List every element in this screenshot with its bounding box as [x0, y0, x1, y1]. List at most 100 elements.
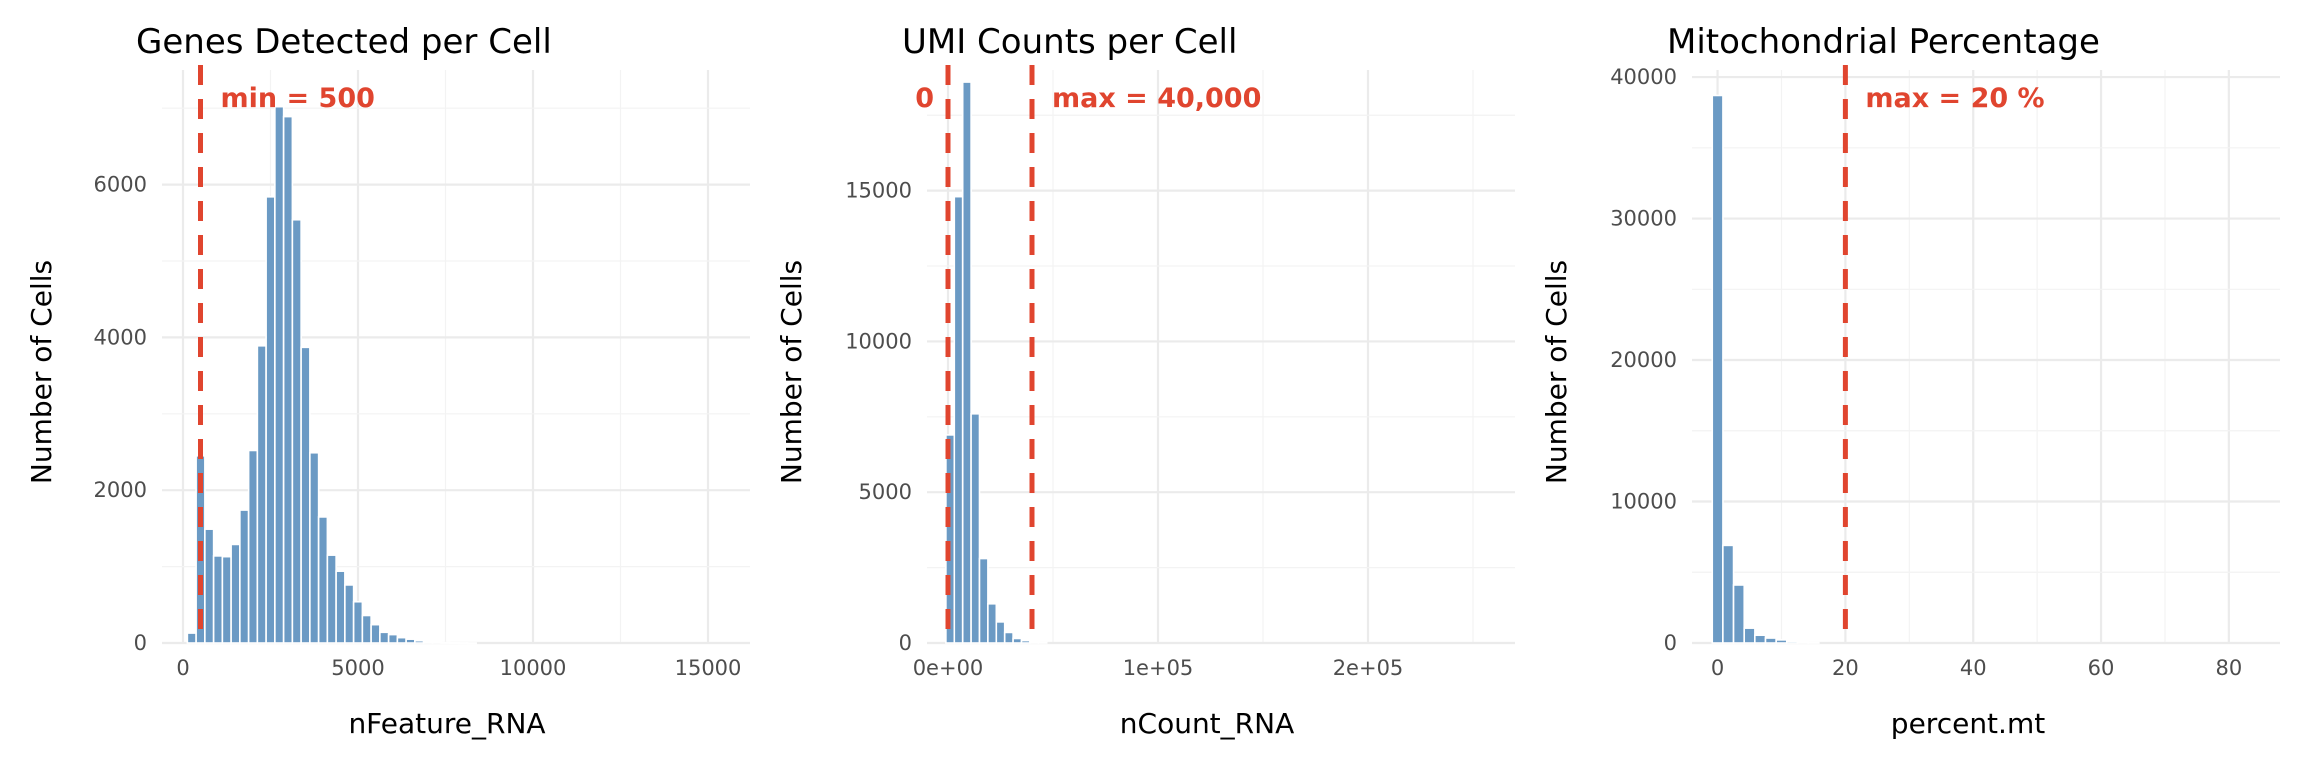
- y-tick-label: 4000: [94, 325, 147, 349]
- x-tick-labels: 0 20 40 60 80: [1711, 656, 2242, 680]
- grid: [927, 70, 1515, 645]
- histogram-bar: [344, 584, 355, 644]
- histogram-bar: [995, 621, 1006, 644]
- histogram-bar: [326, 554, 337, 644]
- x-tick-label: 0e+00: [913, 656, 984, 680]
- histogram-bar: [414, 639, 425, 644]
- y-tick-label: 10000: [1610, 490, 1677, 514]
- x-tick-label: 15000: [675, 656, 742, 680]
- chart-title: UMI Counts per Cell: [902, 22, 1237, 62]
- bars: [186, 105, 477, 645]
- histogram-bar: [953, 195, 964, 644]
- histogram-bar: [239, 509, 250, 644]
- y-tick-labels: 0 2000 4000 6000: [94, 173, 147, 655]
- y-tick-labels: 0 5000 10000 15000: [845, 179, 912, 655]
- histogram-bar: [978, 557, 989, 644]
- y-tick-label: 20000: [1610, 348, 1677, 372]
- histogram-bar: [1037, 641, 1048, 644]
- y-axis-title: Number of Cells: [775, 260, 808, 484]
- x-tick-label: 0: [1711, 656, 1724, 680]
- histogram-bar: [466, 642, 477, 645]
- histogram-bar: [457, 642, 469, 645]
- grid: [1692, 70, 2280, 645]
- y-tick-labels: 0 10000 20000 30000 40000: [1610, 65, 1677, 655]
- histogram-bar: [1012, 637, 1023, 644]
- histogram-bar: [1003, 631, 1014, 644]
- histogram-bar: [440, 641, 451, 644]
- histogram-bar: [1722, 544, 1735, 644]
- x-tick-label: 10000: [500, 656, 567, 680]
- x-tick-label: 2e+05: [1333, 656, 1404, 680]
- threshold-label: min = 500: [221, 83, 375, 114]
- histogram-bar: [317, 516, 329, 644]
- y-axis-title: Number of Cells: [25, 260, 58, 484]
- histogram-bar: [256, 345, 267, 644]
- histogram-bar: [370, 623, 381, 644]
- x-tick-label: 1e+05: [1123, 656, 1194, 680]
- y-tick-label: 5000: [859, 480, 912, 504]
- panel-umi-counts: UMI Counts per Cell 0 max = 40,000 0 5000 1…: [775, 22, 1515, 740]
- x-axis-title: nFeature_RNA: [348, 707, 545, 740]
- x-tick-labels: 0e+00 1e+05 2e+05: [913, 656, 1404, 680]
- y-tick-label: 10000: [845, 329, 912, 353]
- histogram-bar: [422, 641, 434, 644]
- y-tick-label: 0: [134, 631, 147, 655]
- histogram-bar: [1711, 94, 1724, 644]
- threshold-lines: max = 20 %: [1842, 65, 2045, 643]
- histogram-bar: [309, 451, 320, 644]
- x-tick-label: 60: [2088, 656, 2115, 680]
- y-tick-label: 2000: [94, 478, 147, 502]
- histogram-bar: [352, 600, 364, 644]
- x-axis-title: nCount_RNA: [1120, 707, 1294, 740]
- histogram-bar: [1775, 639, 1788, 644]
- histogram-bar: [431, 641, 442, 644]
- x-tick-label: 20: [1832, 656, 1859, 680]
- histogram-bar: [1807, 641, 1820, 644]
- histogram-bar: [212, 555, 224, 644]
- y-tick-label: 30000: [1610, 207, 1677, 231]
- histogram-bar: [387, 633, 399, 644]
- histogram-bar: [1743, 627, 1756, 644]
- histogram-bar: [300, 346, 311, 644]
- histogram-bar: [1754, 634, 1767, 644]
- histogram-bar: [1020, 639, 1031, 644]
- histogram-bar: [204, 528, 215, 644]
- y-tick-label: 40000: [1610, 65, 1677, 89]
- histogram-bar: [987, 602, 998, 644]
- threshold-label: 0: [915, 83, 934, 114]
- histogram-bar: [221, 555, 232, 644]
- histogram-bar: [449, 641, 460, 645]
- histogram-bar: [265, 196, 276, 644]
- x-axis-title: percent.mt: [1891, 707, 2045, 740]
- histogram-bar: [396, 636, 407, 644]
- panel-genes-detected: Genes Detected per Cell min = 500 0 2000 4…: [25, 22, 750, 740]
- x-tick-label: 80: [2216, 656, 2243, 680]
- x-tick-label: 5000: [331, 656, 384, 680]
- threshold-lines: 0 max = 40,000: [915, 65, 1261, 643]
- chart-title: Mitochondrial Percentage: [1667, 22, 2100, 62]
- bars: [1711, 94, 1820, 644]
- histogram-bar: [1732, 584, 1746, 644]
- y-axis-title: Number of Cells: [1540, 260, 1573, 484]
- y-tick-label: 6000: [94, 173, 147, 197]
- histogram-bar: [379, 631, 390, 644]
- histogram-bar: [961, 81, 972, 644]
- histogram-bar: [282, 115, 294, 644]
- chart-title: Genes Detected per Cell: [136, 22, 552, 62]
- bars: [945, 81, 1048, 644]
- x-tick-label: 0: [176, 656, 189, 680]
- x-tick-label: 40: [1960, 656, 1987, 680]
- histogram-bar: [1029, 640, 1040, 644]
- histogram-bar: [186, 632, 197, 644]
- threshold-lines: min = 500: [198, 65, 375, 643]
- histogram-bar: [274, 105, 285, 644]
- histogram-bar: [405, 638, 416, 644]
- threshold-label: max = 20 %: [1865, 83, 2044, 114]
- histogram-bar: [1785, 640, 1799, 644]
- histogram-bar: [335, 570, 346, 644]
- x-tick-labels: 0 5000 10000 15000: [176, 656, 741, 680]
- histogram-bar: [361, 614, 372, 644]
- histogram-bar: [1764, 637, 1777, 644]
- histogram-bar: [1796, 641, 1809, 644]
